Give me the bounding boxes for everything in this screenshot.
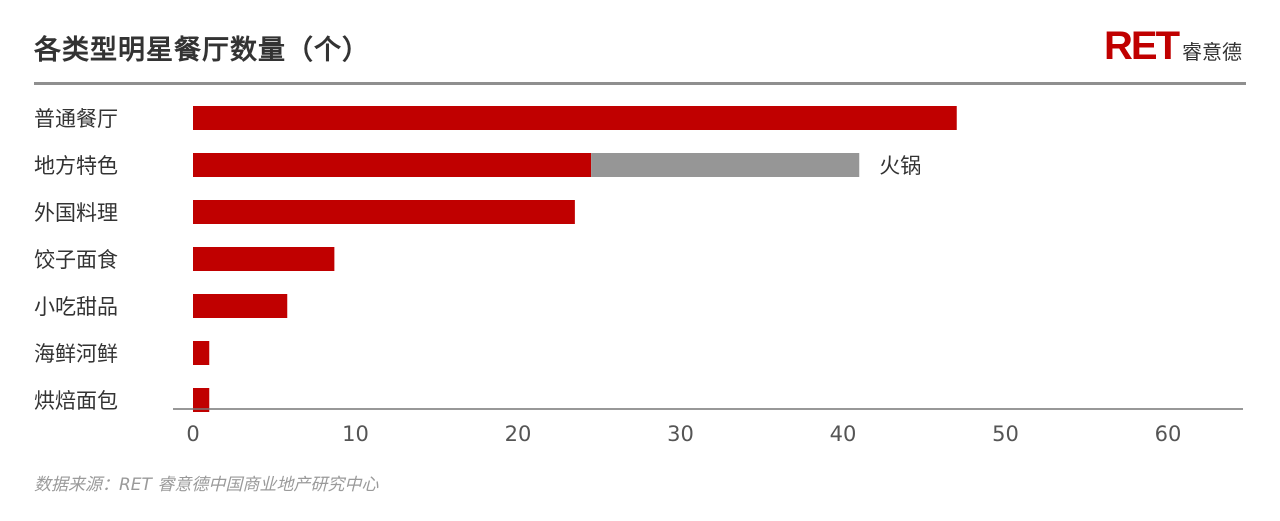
x-tick-label: 30 xyxy=(667,422,694,446)
x-tick-label: 0 xyxy=(186,422,199,446)
x-tick-label: 20 xyxy=(505,422,532,446)
bar xyxy=(193,294,288,318)
bar xyxy=(193,153,592,177)
logo-mark: RET xyxy=(1104,24,1180,68)
x-tick-label: 60 xyxy=(1155,422,1182,446)
header-divider xyxy=(34,82,1246,85)
bar xyxy=(193,247,335,271)
source-note: 数据来源：RET 睿意德中国商业地产研究中心 xyxy=(34,475,379,495)
bar xyxy=(193,388,210,412)
category-label: 海鲜河鲜 xyxy=(34,342,118,366)
category-label: 普通餐厅 xyxy=(34,107,118,131)
category-label: 小吃甜品 xyxy=(34,295,118,319)
x-tick-label: 50 xyxy=(992,422,1019,446)
bar-annotation: 火锅 xyxy=(879,154,921,178)
bar xyxy=(193,106,957,130)
bar-segment-火锅 xyxy=(591,153,860,177)
logo-text: 睿意德 xyxy=(1182,40,1242,64)
category-label: 地方特色 xyxy=(34,154,118,178)
x-tick-label: 10 xyxy=(342,422,369,446)
category-label: 饺子面食 xyxy=(34,248,118,272)
ret-logo: RET 睿意德 xyxy=(1104,24,1242,69)
bar xyxy=(193,341,210,365)
category-label: 烘焙面包 xyxy=(34,389,118,413)
category-label: 外国料理 xyxy=(34,201,118,225)
bar xyxy=(193,200,575,224)
chart-title: 各类型明星餐厅数量（个） xyxy=(34,35,370,66)
x-tick-label: 40 xyxy=(830,422,857,446)
